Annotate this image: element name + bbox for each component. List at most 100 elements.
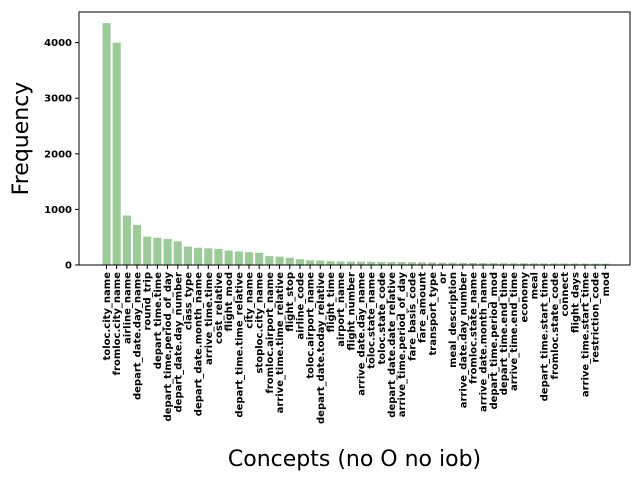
bar-or (438, 262, 447, 265)
x-tick-label: toloc.state_name (367, 272, 378, 369)
x-tick-label: arrive_date.day_number (458, 272, 469, 408)
y-tick-label: 0 (65, 261, 72, 272)
x-tick-label: depart_time.time (153, 272, 164, 369)
x-tick-label: airline_code (295, 272, 306, 340)
bar-connect (560, 263, 569, 265)
x-tick-label: flight_stop (285, 272, 296, 332)
bar-toloc-airport-name (306, 260, 315, 265)
bar-flight-stop (285, 257, 294, 265)
bar-fromloc-state-name (468, 262, 478, 265)
bar-depart-time-period-of-day (163, 238, 172, 265)
x-tick-label: round_trip (143, 272, 154, 331)
bar-arrive-time-start-time (580, 263, 590, 265)
bar-depart-date-day-name (132, 224, 142, 265)
bar-arrive-date-day-name (356, 261, 366, 265)
bar-meal-description (448, 262, 457, 265)
bar-fromloc-state-code (550, 263, 559, 265)
plot-frame (78, 11, 631, 266)
bar-economy (519, 263, 528, 265)
bar-arrive-time-time (204, 248, 213, 265)
x-tick-label: depart_time.period_mod (489, 272, 500, 410)
x-tick-label: flight_number (346, 272, 357, 350)
x-tick-label: arrive_time.time (204, 272, 215, 365)
y-tick-label: 3000 (44, 94, 72, 105)
x-tick-label: cost_relative (214, 272, 225, 344)
bar-mod (601, 263, 610, 265)
x-tick-label: depart_time.end_time (499, 272, 510, 395)
bar-flight-time (326, 261, 335, 265)
x-tick-label: depart_time.time_relative (234, 272, 245, 418)
y-tick-label: 1000 (44, 205, 72, 216)
bar-meal (530, 263, 539, 265)
bar-fare-amount (418, 262, 427, 265)
x-tick-label: toloc.airport_name (306, 272, 317, 379)
x-tick-label: depart_date.day_number (173, 272, 184, 413)
x-tick-label: arrive_time.time_relative (275, 272, 286, 414)
bar-city-name (244, 252, 254, 265)
x-tick-label: airline_name (122, 272, 133, 344)
x-tick-label: stoploc.city_name (255, 272, 266, 374)
bar-flight-days (570, 263, 579, 265)
x-tick-label: fare_basis_code (407, 272, 418, 361)
x-tick-label: arrive_time.period_of_day (397, 272, 408, 418)
bar-restriction-code (591, 263, 600, 265)
x-tick-label: flight_time (326, 272, 337, 333)
x-tick-label: economy (519, 272, 530, 323)
bar-depart-time-time-relative (234, 251, 243, 265)
x-tick-label: fromloc.city_name (112, 272, 123, 376)
x-tick-label: city_name (245, 272, 256, 329)
bar-arrive-date-day-number (458, 262, 467, 265)
x-tick-label: flight_mod (224, 272, 235, 331)
x-tick-label: fromloc.airport_name (265, 272, 276, 394)
bar-fromloc-airport-name (265, 256, 274, 265)
x-tick-label: class_type (183, 272, 194, 330)
x-tick-label: arrive_time.start_time (580, 272, 591, 397)
x-tick-label: depart_time.start_time (540, 272, 551, 402)
bar-fare-basis-code (407, 262, 416, 265)
bar-toloc-state-code (377, 261, 386, 265)
bar-arrive-time-time-relative (275, 256, 284, 265)
x-tick-label: flight_days (570, 272, 581, 333)
y-tick-label: 4000 (44, 38, 72, 49)
x-tick-label: depart_date.today_relative (316, 272, 327, 424)
x-tick-label: fare_amount (418, 272, 429, 343)
bar-airline-code (295, 259, 304, 265)
y-axis-ticks: 0 1000 2000 3000 4000 (44, 38, 79, 272)
bar-arrive-time-end-time (509, 263, 518, 265)
bar-depart-date-day-number (173, 241, 182, 265)
x-tick-label: depart_date.month_name (194, 272, 205, 416)
bar-arrive-date-month-name (479, 263, 488, 265)
x-tick-label: arrive_date.day_name (357, 272, 368, 396)
bars (102, 23, 610, 266)
x-tick-label: airport_name (336, 272, 347, 347)
bar-stoploc-city-name (255, 252, 264, 265)
x-axis-label: Concepts (no O no iob) (228, 447, 481, 472)
bar-flight-mod (224, 250, 233, 265)
x-tick-label: fromloc.state_name (468, 272, 479, 384)
x-tick-label: mod (601, 272, 612, 296)
x-tick-label: toloc.state_code (377, 272, 388, 365)
bar-depart-date-month-name (194, 247, 203, 265)
x-tick-label: arrive_date.month_name (479, 272, 490, 412)
bar-depart-time-end-time (499, 263, 508, 265)
y-axis-label: Frequency (9, 82, 34, 196)
x-tick-label: fromloc.state_code (550, 272, 561, 380)
x-tick-label: toloc.city_name (102, 272, 113, 361)
bar-arrive-time-period-of-day (397, 262, 406, 265)
bar-depart-time-time (153, 237, 162, 265)
bar-transport-type (428, 262, 437, 265)
bar-cost-relative (214, 248, 223, 265)
y-tick-label: 2000 (44, 149, 72, 160)
bar-round-trip (143, 236, 152, 265)
bar-toloc-state-name (367, 261, 376, 265)
x-tick-label: meal_description (448, 272, 459, 368)
x-tick-label: transport_type (428, 272, 439, 356)
x-tick-label: depart_time.period_of_day (163, 272, 174, 422)
bar-depart-time-start-time (540, 263, 549, 265)
x-tick-label: depart_date.day_name (133, 272, 144, 400)
bar-flight-number (346, 261, 355, 265)
x-tick-label: depart_date.date_relative (387, 272, 398, 418)
x-tick-label: restriction_code (591, 272, 602, 363)
x-axis-ticks: toloc.city_name fromloc.city_name airline_… (102, 265, 612, 424)
